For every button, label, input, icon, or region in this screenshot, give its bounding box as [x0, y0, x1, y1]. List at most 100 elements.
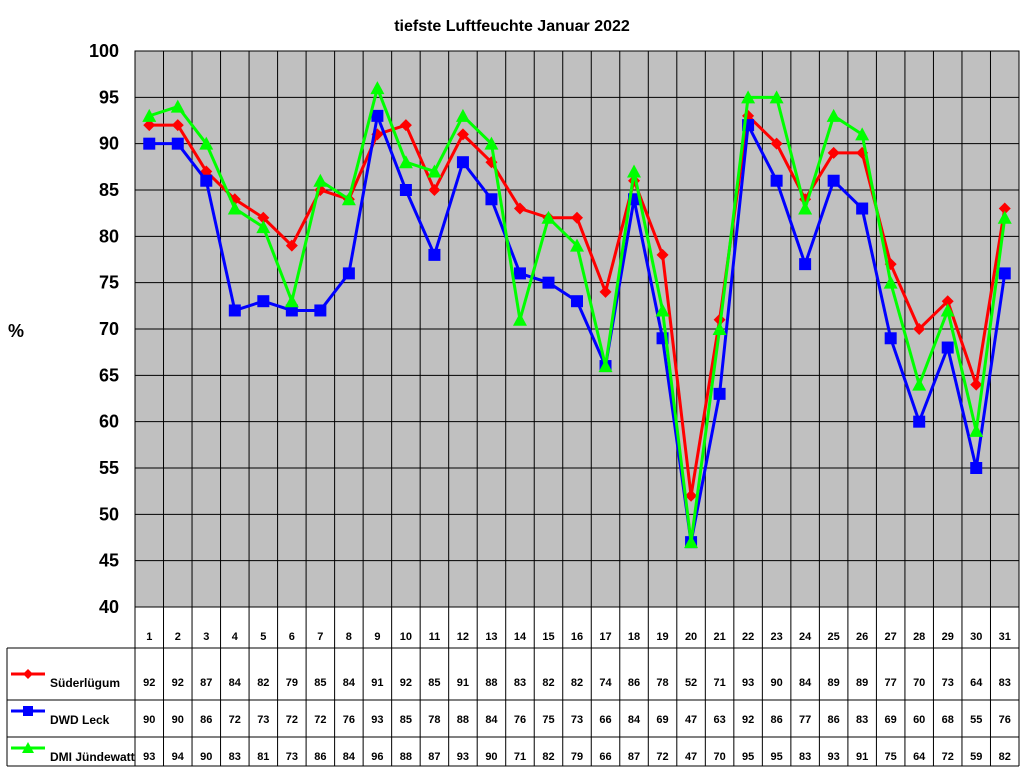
legend-marker	[23, 669, 33, 679]
table-value: 63	[713, 714, 725, 726]
data-point	[712, 322, 727, 335]
table-value: 70	[713, 751, 725, 763]
data-point	[769, 90, 784, 104]
table-value: 47	[685, 751, 697, 763]
table-value: 69	[885, 714, 897, 726]
legend-label: DWD Leck	[50, 713, 110, 727]
table-value: 94	[172, 751, 185, 763]
table-value: 93	[828, 751, 840, 763]
table-value: 90	[172, 714, 184, 726]
table-value: 90	[200, 751, 212, 763]
y-tick-label: 85	[99, 180, 119, 200]
data-point	[541, 210, 556, 224]
data-point	[741, 90, 756, 104]
table-value: 73	[257, 714, 269, 726]
table-value: 76	[343, 714, 355, 726]
x-tick-label: 18	[628, 631, 640, 643]
x-tick-label: 21	[713, 631, 725, 643]
x-tick-label: 5	[260, 631, 266, 643]
table-value: 89	[828, 677, 840, 689]
data-point	[456, 156, 469, 169]
chart-title: tiefste Luftfeuchte Januar 2022	[394, 18, 630, 35]
table-value: 72	[314, 714, 326, 726]
table-value: 82	[571, 677, 583, 689]
data-point	[170, 99, 185, 113]
data-point	[883, 275, 898, 289]
x-tick-label: 14	[514, 631, 527, 643]
x-tick-label: 31	[999, 631, 1011, 643]
x-tick-label: 29	[942, 631, 954, 643]
table-value: 75	[542, 714, 554, 726]
data-point	[856, 202, 869, 215]
data-point	[627, 164, 642, 178]
data-point	[285, 304, 298, 317]
data-point	[399, 184, 412, 196]
data-point	[997, 210, 1012, 224]
table-value: 79	[286, 677, 298, 689]
x-tick-label: 6	[289, 631, 295, 643]
table-value: 88	[400, 751, 412, 763]
data-point	[427, 164, 442, 178]
x-tick-label: 2	[175, 631, 181, 643]
table-value: 66	[599, 751, 611, 763]
table-value: 96	[371, 751, 383, 763]
table-value: 79	[571, 751, 583, 763]
table-value: 73	[286, 751, 298, 763]
x-tick-label: 13	[485, 631, 497, 643]
x-tick-label: 22	[742, 631, 754, 643]
legend-label: Süderlügum	[50, 676, 120, 690]
table-value: 76	[999, 714, 1011, 726]
data-point	[770, 174, 783, 187]
table-value: 73	[942, 677, 954, 689]
table-value: 92	[742, 714, 754, 726]
table-value: 71	[713, 677, 725, 689]
table-value: 47	[685, 714, 697, 726]
table-value: 95	[742, 751, 754, 763]
table-value: 55	[970, 714, 982, 726]
data-point	[855, 127, 870, 141]
data-point	[513, 202, 526, 215]
data-point	[342, 267, 355, 280]
x-tick-label: 26	[856, 631, 868, 643]
y-tick-label: 70	[99, 319, 119, 339]
table-value: 85	[400, 714, 412, 726]
table-value: 87	[428, 751, 440, 763]
x-tick-label: 7	[317, 631, 323, 643]
table-value: 82	[257, 677, 269, 689]
table-value: 92	[143, 677, 155, 689]
data-point	[827, 146, 840, 159]
legend-label: DMI Jündewatt	[50, 750, 135, 764]
data-point	[200, 174, 213, 187]
data-point	[884, 332, 897, 345]
x-tick-label: 17	[599, 631, 611, 643]
table-value: 64	[970, 677, 983, 689]
table-value: 72	[229, 714, 241, 726]
data-point	[913, 415, 926, 428]
x-tick-label: 19	[656, 631, 668, 643]
data-point	[371, 109, 384, 122]
x-tick-label: 8	[346, 631, 352, 643]
data-point	[455, 108, 470, 122]
y-tick-label: 90	[99, 134, 119, 154]
table-value: 82	[542, 751, 554, 763]
table-value: 90	[143, 714, 155, 726]
table-value: 70	[913, 677, 925, 689]
y-tick-label: 60	[99, 412, 119, 432]
table-value: 83	[514, 677, 526, 689]
x-tick-label: 3	[203, 631, 209, 643]
data-point	[199, 136, 214, 150]
data-point	[798, 201, 813, 215]
table-value: 72	[942, 751, 954, 763]
table-value: 83	[856, 714, 868, 726]
table-value: 83	[999, 677, 1011, 689]
data-point	[684, 535, 699, 549]
data-point	[799, 258, 812, 271]
table-value: 93	[143, 751, 155, 763]
data-point	[998, 267, 1011, 280]
data-point	[398, 155, 413, 169]
data-point	[484, 136, 499, 150]
x-tick-label: 20	[685, 631, 697, 643]
data-point	[399, 119, 412, 132]
data-point	[599, 285, 612, 298]
